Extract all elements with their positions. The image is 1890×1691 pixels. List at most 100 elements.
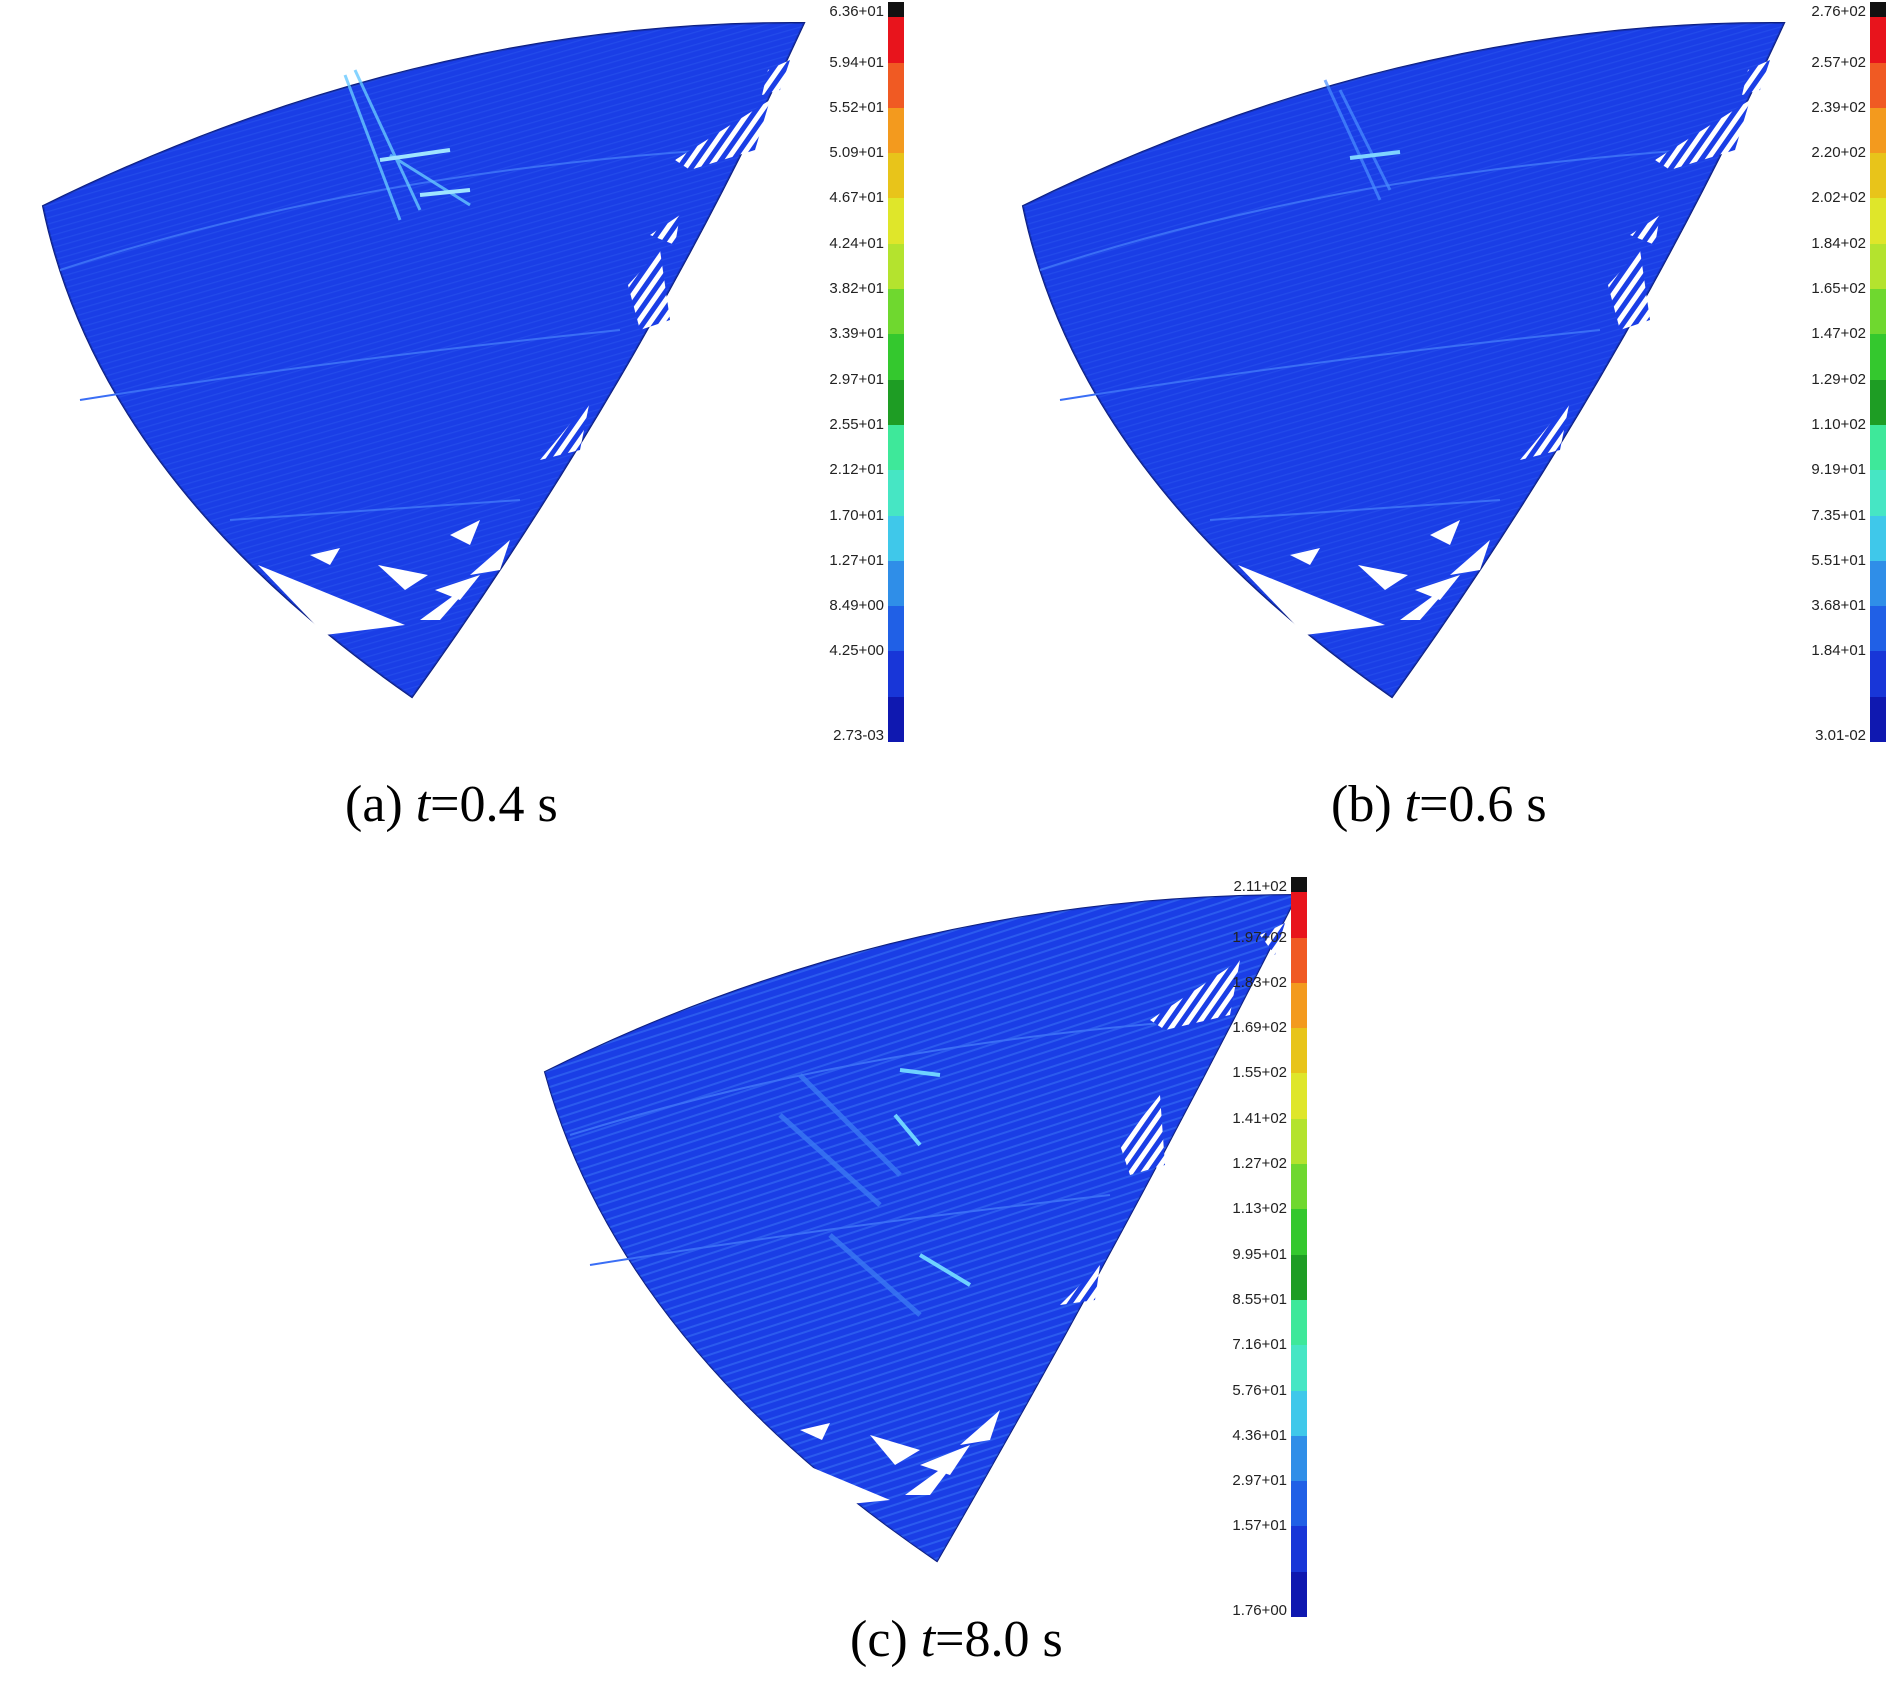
colorbar-segment: [888, 560, 904, 607]
panel-a: 6.36+01 5.94+01 5.52+01 5.09+01 4.67+01 4.24+…: [0, 0, 920, 850]
colorbar-tick-label: 1.47+02: [1811, 325, 1866, 343]
colorbar-segment: [888, 515, 904, 561]
colorbar-tick-label: 8.49+00: [829, 597, 884, 615]
colorbar-tick-label: 2.57+02: [1811, 53, 1866, 71]
colorbar-segment: [888, 606, 904, 652]
colorbar-tick-label: 2.97+01: [1232, 1472, 1287, 1490]
colorbar-segment: [1291, 1481, 1307, 1527]
colorbar-tick-label: 9.95+01: [1232, 1245, 1287, 1263]
opening: [450, 520, 480, 545]
colorbar-segment: [1870, 470, 1886, 516]
colorbar-tick-label: 4.25+00: [829, 642, 884, 660]
colorbar-segment: [1291, 1526, 1307, 1572]
colorbar-tick-label: 1.69+02: [1232, 1019, 1287, 1037]
caption-a: (a) t=0.4 s: [345, 775, 558, 834]
highlight-streak: [379, 148, 471, 197]
grid-line: [569, 1019, 1201, 1136]
hatched-region: [1742, 60, 1770, 95]
opening: [1430, 520, 1460, 545]
colorbar-tick-label: 2.73-03: [833, 727, 884, 744]
caption-value: =8.0 s: [935, 1611, 1063, 1668]
colorbar-segment: [1291, 877, 1307, 893]
colorbar-segment: [888, 424, 904, 471]
opening: [746, 1440, 890, 1507]
opening: [960, 1410, 1000, 1445]
hatched-region: [1520, 400, 1570, 460]
hatched-region: [762, 60, 790, 95]
colorbar-tick-label: 4.24+01: [829, 234, 884, 252]
colorbar-tick-label: 5.09+01: [829, 144, 884, 162]
colorbar-segment: [1291, 1073, 1307, 1119]
colorbar-tick-label: 1.70+01: [829, 506, 884, 524]
colorbar-segment: [888, 2, 904, 18]
opening: [1400, 580, 1455, 620]
colorbar-segment: [1870, 606, 1886, 652]
colorbar-tick-label: 1.27+02: [1232, 1155, 1287, 1173]
colorbar-tick-label: 2.20+02: [1811, 144, 1866, 162]
colorbar-tick-label: 2.02+02: [1811, 189, 1866, 207]
colorbar-tick-label: 3.01-02: [1815, 727, 1866, 744]
colorbar-tick-label: 1.57+01: [1232, 1517, 1287, 1535]
opening: [1238, 565, 1385, 635]
colorbar-segment: [1291, 1345, 1307, 1391]
colorbar-segment: [1870, 62, 1886, 108]
opening: [470, 540, 510, 575]
colorbar-segment: [1870, 107, 1886, 154]
caption-variable: t: [920, 1611, 936, 1668]
hatched-region: [1060, 1265, 1100, 1305]
colorbar-segment: [1870, 560, 1886, 607]
grid-line: [1059, 329, 1601, 401]
caption-value: =0.6 s: [1419, 776, 1547, 833]
opening: [420, 580, 475, 620]
colorbar-segment: [1291, 982, 1307, 1029]
colorbar-c: [1291, 877, 1307, 1617]
colorbar-segment: [888, 198, 904, 244]
hatched-region: [650, 215, 680, 245]
colorbar-tick-label: 1.84+02: [1811, 234, 1866, 252]
colorbar-tick-label: 1.65+02: [1811, 280, 1866, 298]
colorbar-segment: [1291, 1435, 1307, 1482]
colorbar-tick-label: 1.76+00: [1232, 1602, 1287, 1619]
opening: [258, 565, 405, 635]
colorbar-segment: [1870, 153, 1886, 199]
hatched-region: [1655, 100, 1750, 170]
colorbar-tick-label: 2.12+01: [829, 461, 884, 479]
panel-b: 2.76+02 2.57+02 2.39+02 2.20+02 2.02+02 1.84+…: [980, 0, 1890, 850]
colorbar-segment: [888, 379, 904, 425]
contour-plot-c: [543, 893, 1299, 1563]
caption-variable: t: [1404, 776, 1420, 833]
colorbar-segment: [1870, 243, 1886, 290]
opening: [435, 575, 480, 600]
opening: [1358, 565, 1408, 590]
hatched-region: [1150, 960, 1240, 1030]
colorbar-tick-label: 1.27+01: [829, 551, 884, 569]
opening: [1415, 575, 1460, 600]
caption-c: (c) t=8.0 s: [850, 1610, 1063, 1669]
caption-b: (b) t=0.6 s: [1331, 775, 1547, 834]
colorbar-segment: [888, 696, 904, 742]
colorbar-tick-label: 2.76+02: [1811, 3, 1866, 20]
colorbar-tick-label: 1.10+02: [1811, 415, 1866, 433]
colorbar-segment: [1291, 1299, 1307, 1346]
grid-line: [1209, 499, 1501, 521]
shell-surface-texture: [1023, 22, 1784, 697]
grid-line: [59, 149, 711, 271]
shell-surface-texture: [545, 895, 1297, 1561]
hatched-region: [540, 400, 590, 460]
hatched-region: [1260, 923, 1285, 955]
colorbar-tick-label: 2.39+02: [1811, 98, 1866, 116]
highlight-streak: [893, 1068, 972, 1287]
opening: [800, 1423, 830, 1440]
colorbar-segment: [1291, 1164, 1307, 1210]
colorbar-tick-label: 4.67+01: [829, 189, 884, 207]
caption-variable: t: [415, 776, 431, 833]
colorbar-tick-label: 6.36+01: [829, 3, 884, 20]
panel-c: 2.11+02 1.97+02 1.83+02 1.69+02 1.55+02 1.41+…: [500, 875, 1440, 1691]
colorbar-segment: [1870, 696, 1886, 742]
colorbar-segment: [888, 153, 904, 199]
opening: [378, 565, 428, 590]
grid-line: [229, 499, 521, 521]
hatched-region: [1608, 250, 1650, 330]
opening: [310, 548, 340, 565]
caption-prefix: (c): [850, 1611, 921, 1668]
